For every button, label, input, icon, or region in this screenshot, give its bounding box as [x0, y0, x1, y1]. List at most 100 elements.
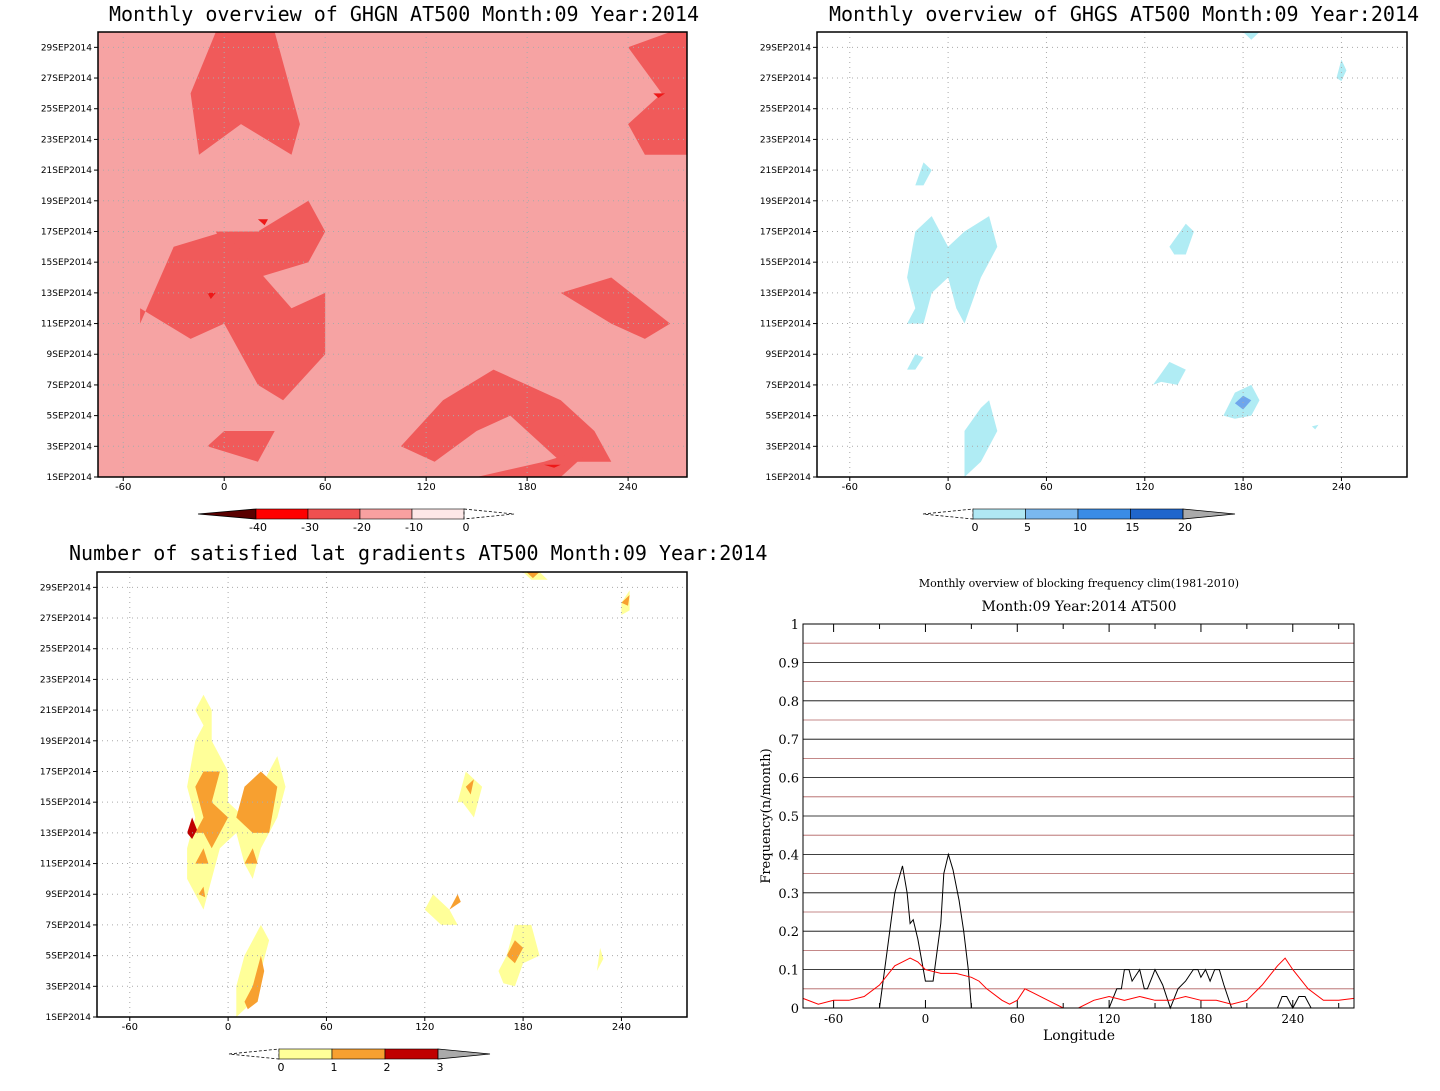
colorbar-label: 3	[437, 1061, 444, 1074]
y-tick-label: 27SEP2014	[41, 74, 92, 84]
x-tick-label: 60	[1040, 482, 1053, 493]
x-tick-label: 120	[1135, 482, 1154, 493]
y-tick-label: 7SEP2014	[46, 921, 92, 931]
colorbar-label: -10	[405, 521, 423, 534]
y-tick-label: 1SEP2014	[766, 473, 812, 483]
colorbar-label: -30	[301, 521, 319, 534]
x-tick-label: -60	[115, 482, 131, 493]
y-tick-label: 27SEP2014	[760, 74, 811, 84]
y-tick-label: 1	[791, 618, 799, 633]
colorbar-segment	[1077, 508, 1131, 520]
x-tick-label: 120	[415, 1022, 434, 1033]
y-tick-label: 5SEP2014	[47, 412, 93, 422]
y-tick-label: 21SEP2014	[40, 706, 91, 716]
y-tick-label: 13SEP2014	[760, 289, 811, 299]
contour-region-1-2	[244, 955, 265, 1010]
plot-area	[98, 32, 687, 477]
y-tick-label: 0.4	[778, 848, 799, 863]
colorbar-label: 10	[1073, 521, 1087, 534]
y-tick-label: 25SEP2014	[41, 105, 92, 115]
y-tick-label: 0.7	[778, 733, 799, 748]
contour-region-0-9	[1311, 424, 1319, 430]
contour-region-1-4	[195, 848, 209, 864]
colorbar-label: 0	[972, 521, 979, 534]
y-tick-label: 0.1	[778, 964, 799, 979]
y-tick-label: 23SEP2014	[40, 675, 91, 685]
contour-region-2-0	[190, 32, 300, 155]
x-tick-label: 240	[1281, 1012, 1304, 1026]
series-line-1	[802, 957, 1355, 1009]
contour-region-0-3	[964, 400, 998, 477]
colorbar-left-triangle	[197, 508, 257, 520]
x-tick-label: -60	[122, 1022, 138, 1033]
y-tick-label: 11SEP2014	[40, 860, 91, 870]
y-tick-label: 15SEP2014	[40, 798, 91, 808]
contour-region-2-0	[187, 817, 197, 839]
y-tick-label: 17SEP2014	[41, 227, 92, 237]
y-tick-label: 23SEP2014	[41, 135, 92, 145]
colorbar-label: -20	[353, 521, 371, 534]
contour-region-2-2	[140, 231, 326, 401]
x-tick-label: 180	[514, 1022, 533, 1033]
contour-region-0-5	[1153, 361, 1186, 385]
y-tick-label: 5SEP2014	[46, 952, 92, 962]
colorbar-segment	[384, 1048, 439, 1060]
contour-region-3-0	[257, 219, 268, 226]
y-tick-label: 0.3	[778, 887, 799, 902]
contour-region-1-0	[195, 771, 229, 849]
y-tick-label: 25SEP2014	[760, 105, 811, 115]
y-tick-label: 19SEP2014	[40, 737, 91, 747]
colorbar-label: -40	[249, 521, 267, 534]
colorbar-segment	[307, 508, 361, 520]
colorbar-label: 0	[278, 1061, 285, 1074]
contour-region-0-2	[907, 354, 924, 370]
colorbar-segment	[278, 1048, 333, 1060]
colorbar-label: 5	[1024, 521, 1031, 534]
x-tick-label: 240	[612, 1022, 631, 1033]
y-tick-label: 23SEP2014	[760, 135, 811, 145]
y-tick-label: 19SEP2014	[760, 197, 811, 207]
contour-region-1-3	[244, 848, 258, 864]
chart4-title: Monthly overview of blocking frequency c…	[919, 577, 1239, 590]
contour-region-3-1	[207, 292, 216, 299]
y-tick-label: 1SEP2014	[47, 473, 93, 483]
plot-frame	[802, 623, 1355, 1009]
chart3-title: Number of satisfied lat gradients AT500 …	[69, 541, 768, 565]
contour-region-3-2	[544, 464, 561, 468]
colorbar-right-triangle	[1182, 508, 1236, 520]
y-tick-label: 7SEP2014	[47, 381, 93, 391]
chart3-svg: 1SEP2014 3SEP2014 5SEP2014 7SEP2014 9SEP2014…	[40, 571, 688, 1074]
contour-region-0-0	[907, 216, 998, 324]
colorbar-label: 0	[463, 521, 470, 534]
y-tick-label: 11SEP2014	[41, 320, 92, 330]
colorbar-label: 20	[1178, 521, 1192, 534]
chart2-svg: 1SEP2014 3SEP2014 5SEP2014 7SEP2014 9SEP2014…	[760, 31, 1408, 534]
y-tick-label: 17SEP2014	[40, 767, 91, 777]
contour-region-0-2	[424, 894, 458, 925]
y-tick-label: 29SEP2014	[760, 43, 811, 53]
y-tick-label: 9SEP2014	[46, 890, 92, 900]
colorbar-right-triangle	[437, 1048, 491, 1060]
contour-region-0-7	[1243, 32, 1260, 40]
y-tick-label: 3SEP2014	[46, 982, 92, 992]
contour-region-2-5	[628, 32, 687, 155]
y-tick-label: 25SEP2014	[40, 645, 91, 655]
contour-region-1-7	[465, 779, 474, 795]
y-tick-label: 13SEP2014	[40, 829, 91, 839]
x-tick-label: 120	[417, 482, 436, 493]
y-tick-label: 21SEP2014	[41, 166, 92, 176]
y-axis-label: Frequency(n/month)	[759, 748, 774, 883]
contour-region-1-5	[506, 940, 524, 964]
chart2-title: Monthly overview of GHGS AT500 Month:09 …	[829, 2, 1420, 26]
contour-region-2-7	[476, 446, 595, 477]
y-tick-label: 0.9	[778, 656, 799, 671]
contour-region-1-9	[621, 595, 630, 606]
x-tick-label: 180	[1234, 482, 1253, 493]
contour-region-3-3	[653, 93, 666, 98]
x-tick-label: -60	[824, 1012, 843, 1026]
x-tick-label: 180	[1189, 1012, 1212, 1026]
contour-region-1-10	[198, 886, 206, 898]
y-tick-label: 7SEP2014	[766, 381, 812, 391]
contour-region-1-8	[526, 572, 540, 579]
x-axis-label: Longitude	[1043, 1028, 1115, 1044]
